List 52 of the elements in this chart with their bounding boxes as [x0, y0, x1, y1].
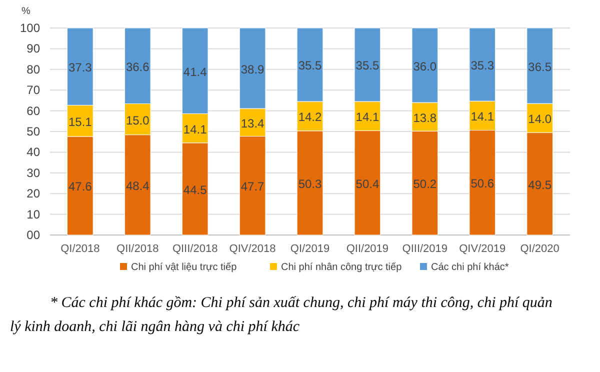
data-label: 38.9 — [240, 62, 265, 76]
data-label: 36.6 — [126, 60, 150, 74]
y-tick-label: 20 — [26, 186, 40, 201]
y-tick-label: 00 — [26, 228, 40, 242]
data-label: 14.1 — [183, 122, 208, 136]
data-label: 14.0 — [528, 112, 552, 126]
data-label: 15.1 — [68, 114, 92, 129]
data-label: 49.5 — [528, 178, 552, 192]
data-label: 47.6 — [68, 180, 92, 194]
data-label: 13.4 — [240, 116, 265, 130]
data-label: 15.0 — [126, 113, 150, 128]
x-tick-label: QI/2019 — [290, 243, 330, 255]
x-tick-label: QIII/2019 — [402, 243, 448, 255]
data-label: 41.4 — [183, 64, 208, 79]
x-tick-label: QIII/2018 — [172, 243, 218, 255]
data-label: 50.4 — [356, 176, 380, 191]
data-label: 50.2 — [413, 177, 437, 192]
y-tick-label: 70 — [26, 83, 40, 98]
y-tick-label: 30 — [26, 166, 40, 180]
data-label: 50.3 — [298, 176, 322, 191]
data-label: 35.5 — [298, 58, 322, 73]
legend-label: Các chi phí khác* — [431, 262, 509, 273]
data-label: 13.8 — [413, 110, 437, 125]
x-tick-label: QII/2018 — [116, 243, 159, 255]
data-label: 37.3 — [68, 60, 92, 75]
data-label: 14.1 — [356, 110, 380, 124]
x-tick-label: QIV/2019 — [459, 243, 506, 255]
data-label: 48.4 — [126, 178, 150, 193]
data-label: 35.5 — [356, 58, 380, 73]
y-tick-label: 100 — [20, 21, 40, 35]
y-tick-label: 90 — [26, 42, 40, 56]
y-tick-label: 60 — [26, 104, 40, 118]
data-label: 50.6 — [470, 176, 494, 191]
text: * Các chi phí khác gồm: Chi phí sản xuất chung, chi phí máy thi công, chi phí quản lý kinh doanh, chi lãi ngân hàng và chi phí khác — [10, 295, 552, 335]
y-axis-title: % — [22, 6, 31, 17]
data-label: 44.5 — [183, 182, 208, 197]
x-tick-label: QII/2019 — [346, 243, 389, 255]
data-label: 14.1 — [470, 110, 494, 124]
data-label: 36.5 — [528, 60, 552, 74]
x-tick-label: QI/2018 — [60, 243, 100, 255]
y-tick-label: 40 — [26, 145, 40, 160]
x-tick-label: QIV/2018 — [229, 243, 276, 255]
y-tick-label: 10 — [26, 207, 40, 222]
data-label: 47.7 — [240, 180, 265, 194]
legend-label: Chi phí nhân công trực tiếp — [281, 262, 402, 273]
x-tick-label: QI/2020 — [520, 243, 560, 255]
data-label: 35.3 — [470, 58, 494, 73]
y-tick-label: 80 — [26, 62, 40, 76]
legend-label: Chi phí vật liệu trực tiếp — [131, 262, 238, 273]
y-tick-label: 50 — [26, 124, 40, 138]
data-label: 36.0 — [413, 59, 437, 74]
data-label: 14.2 — [298, 110, 322, 124]
